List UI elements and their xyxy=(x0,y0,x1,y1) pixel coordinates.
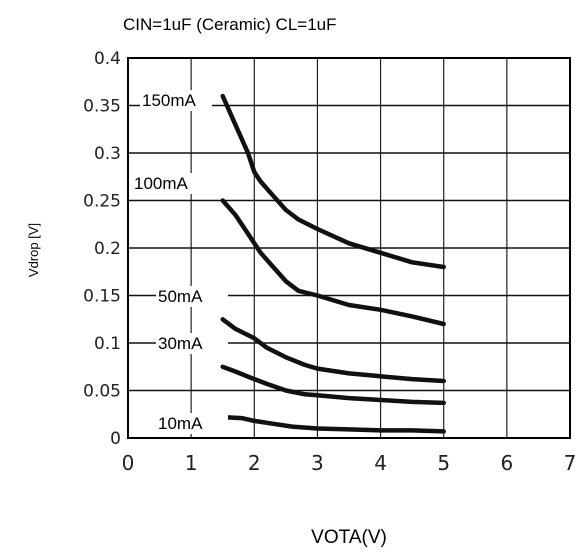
series-label-bg xyxy=(132,173,204,194)
x-tick-label: 4 xyxy=(374,451,387,475)
x-tick-label: 7 xyxy=(564,451,577,475)
y-tick-label: 0.35 xyxy=(83,97,121,117)
x-tick-label: 5 xyxy=(437,451,450,475)
x-tick-label: 0 xyxy=(122,451,135,475)
series-label: 10mA xyxy=(158,414,203,433)
y-tick-labels: 0 0.05 0.1 0.15 0.2 0.25 0.3 0.35 0.4 xyxy=(83,49,121,449)
chart-title: CIN=1uF (Ceramic) CL=1uF xyxy=(123,15,337,34)
y-tick-label: 0.2 xyxy=(94,239,121,259)
series-labels: 150mA 100mA 50mA 30mA 10mA xyxy=(132,90,228,434)
series-line xyxy=(220,93,446,270)
series-label: 100mA xyxy=(134,174,189,193)
series-label: 30mA xyxy=(158,334,203,353)
series-label-bg xyxy=(140,90,212,111)
x-axis-label: VOTA(V) xyxy=(311,527,387,548)
x-tick-label: 3 xyxy=(311,451,324,475)
y-axis-label: Vdrop [V] xyxy=(26,223,41,277)
y-tick-label: 0.05 xyxy=(83,382,121,402)
series-label-bg xyxy=(156,286,228,307)
series-line xyxy=(220,414,446,434)
series-label: 150mA xyxy=(142,91,197,110)
series-label-bg xyxy=(156,413,228,434)
x-tick-labels: 0 1 2 3 4 5 6 7 xyxy=(122,451,577,475)
y-tick-label: 0 xyxy=(110,429,121,449)
y-tick-label: 0.4 xyxy=(94,49,121,69)
series-group xyxy=(220,93,446,434)
x-tick-label: 6 xyxy=(500,451,513,475)
plot-frame xyxy=(127,57,571,439)
series-line xyxy=(220,198,446,327)
grid xyxy=(128,58,570,438)
x-tick-label: 2 xyxy=(248,451,261,475)
series-label: 50mA xyxy=(158,287,203,306)
y-tick-label: 0.3 xyxy=(94,144,121,164)
series-line xyxy=(220,364,446,406)
y-tick-label: 0.15 xyxy=(83,287,121,307)
y-tick-label: 0.1 xyxy=(94,334,121,354)
series-line xyxy=(220,317,446,384)
x-tick-label: 1 xyxy=(185,451,198,475)
y-tick-label: 0.25 xyxy=(83,192,121,212)
series-label-bg xyxy=(156,333,228,354)
